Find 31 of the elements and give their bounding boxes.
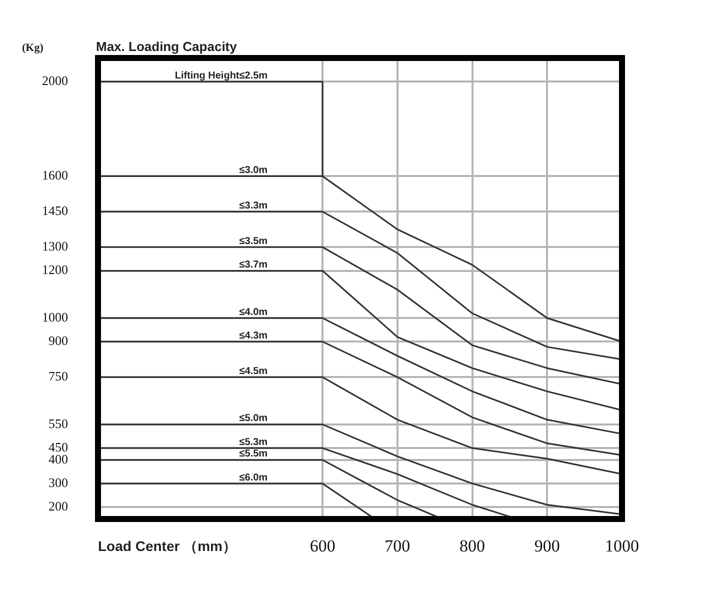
chart-title: Max. Loading Capacity bbox=[96, 39, 238, 54]
y-tick-label: 1000 bbox=[42, 309, 68, 324]
x-tick-label: 700 bbox=[384, 536, 410, 556]
series-label: ≤3.7m bbox=[239, 260, 268, 271]
y-tick-label: 750 bbox=[48, 368, 68, 384]
series-label: ≤3.0m bbox=[239, 164, 268, 176]
x-tick-label: 800 bbox=[460, 536, 486, 556]
series-label: ≤5.5m bbox=[239, 448, 268, 460]
series-label: Lifting Height≤2.5m bbox=[174, 70, 268, 82]
series-label: ≤5.3m bbox=[239, 436, 268, 448]
y-tick-label: 300 bbox=[48, 474, 68, 490]
series-label: ≤3.5m bbox=[239, 236, 268, 247]
y-tick-label: 1450 bbox=[42, 203, 68, 218]
y-tick-label: 550 bbox=[48, 416, 68, 431]
series-label: ≤4.3m bbox=[239, 330, 268, 342]
series-label: ≤6.0m bbox=[239, 472, 268, 484]
series-label: ≤4.5m bbox=[239, 366, 268, 377]
y-tick-label: 900 bbox=[48, 333, 68, 348]
x-tick-label: 900 bbox=[534, 536, 560, 556]
series-label: ≤5.0m bbox=[239, 413, 268, 424]
y-tick-label: 2000 bbox=[42, 73, 68, 88]
x-tick-label: 1000 bbox=[605, 536, 639, 556]
y-axis-title: (Kg) bbox=[22, 42, 44, 54]
y-tick-label: 1300 bbox=[42, 238, 68, 254]
y-tick-label: 200 bbox=[48, 498, 68, 514]
y-tick-label: 1200 bbox=[42, 262, 68, 278]
series-label: ≤3.3m bbox=[239, 200, 268, 212]
y-tick-label: 1600 bbox=[42, 168, 68, 183]
series-label: ≤4.0m bbox=[239, 306, 268, 318]
x-axis-title: Load Center （mm） bbox=[98, 538, 236, 554]
x-tick-label: 600 bbox=[310, 536, 336, 556]
